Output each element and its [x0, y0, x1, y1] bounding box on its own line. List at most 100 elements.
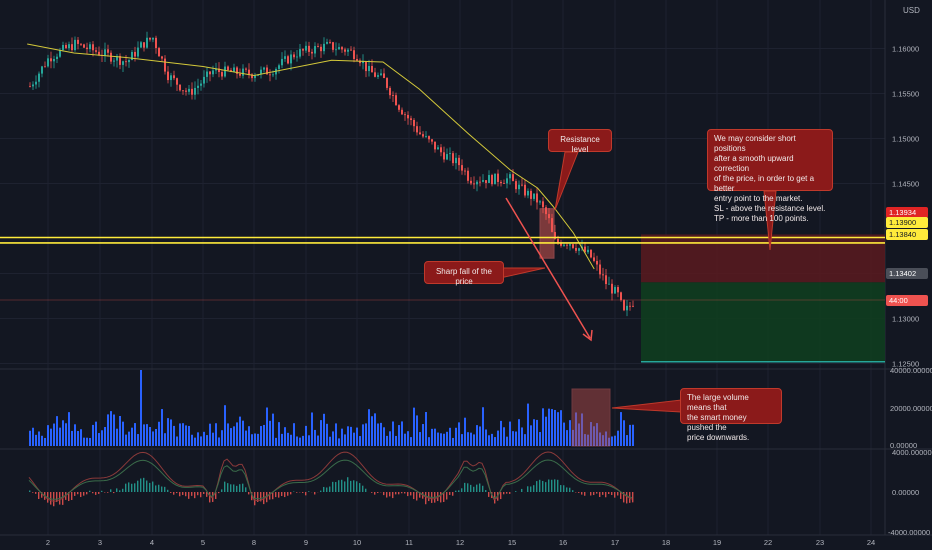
candle-body	[575, 247, 577, 251]
volume-bar	[134, 423, 136, 446]
candle-body	[557, 238, 559, 243]
candle-body	[365, 61, 367, 72]
candle-body	[362, 61, 364, 64]
candle-body	[371, 66, 373, 73]
oscillator-bar	[101, 490, 103, 492]
oscillator-bar	[374, 492, 376, 495]
oscillator-bar	[179, 492, 181, 497]
candle-body	[242, 68, 244, 76]
volume-bar	[353, 432, 355, 446]
candle-body	[224, 66, 226, 77]
candle-body	[545, 207, 547, 215]
candle-body	[329, 41, 331, 43]
volume-highlight-box	[571, 388, 611, 447]
volume-bar	[374, 413, 376, 446]
oscillator-bar	[296, 492, 298, 493]
candle-body	[392, 95, 394, 96]
oscillator-bar	[122, 488, 124, 492]
candle-body	[116, 55, 118, 61]
oscillator-bar	[359, 483, 361, 492]
oscillator-bar	[320, 490, 322, 492]
candle-body	[386, 78, 388, 88]
oscillator-bar	[371, 492, 373, 493]
oscillator-bar	[632, 492, 634, 503]
volume-bar	[290, 434, 292, 446]
volume-bar	[617, 430, 619, 446]
volume-bar	[497, 430, 499, 446]
candle-body	[398, 105, 400, 110]
volume-bar	[587, 434, 589, 446]
volume-bar	[101, 430, 103, 446]
volume-bar	[170, 419, 172, 446]
candle-body	[32, 84, 34, 87]
oscillator-bar	[224, 481, 226, 492]
candle-body	[29, 86, 31, 88]
annotation-resistance-level: Resistance level	[548, 129, 612, 154]
volume-bar	[53, 423, 55, 446]
candle-body	[158, 48, 160, 57]
volume-bar	[554, 409, 556, 446]
volume-bar	[152, 431, 154, 446]
volume-bar	[542, 408, 544, 446]
oscillator-bar	[383, 492, 385, 496]
oscillator-bar	[107, 492, 109, 493]
volume-bar	[356, 427, 358, 446]
candle-body	[161, 56, 163, 59]
oscillator-bar	[353, 480, 355, 492]
oscillator-bar	[164, 486, 166, 492]
candle-body	[263, 67, 265, 70]
volume-bar	[200, 436, 202, 446]
volume-bar	[65, 423, 67, 446]
oscillator-bar	[29, 490, 31, 492]
oscillator-bar	[56, 492, 58, 503]
oscillator-bar	[596, 492, 598, 494]
oscillator-bar	[443, 492, 445, 502]
volume-bar	[623, 420, 625, 446]
candle-body	[566, 244, 568, 246]
oscillator-bar	[260, 492, 262, 502]
volume-bar	[605, 431, 607, 446]
time-tick-label: 18	[662, 538, 670, 547]
time-tick-label: 16	[559, 538, 567, 547]
volume-bar	[317, 435, 319, 446]
oscillator-bar	[191, 492, 193, 496]
candle-body	[209, 71, 211, 75]
volume-bar	[329, 436, 331, 446]
volume-bar	[626, 435, 628, 446]
fall-arrow	[505, 197, 591, 339]
volume-bar	[599, 432, 601, 446]
candle-body	[248, 69, 250, 75]
volume-bar	[95, 421, 97, 446]
volume-bar	[104, 427, 106, 446]
candle-body	[122, 61, 124, 65]
volume-bar	[38, 431, 40, 446]
candle-body	[239, 73, 241, 76]
oscillator-bar	[569, 487, 571, 492]
volume-bar	[212, 432, 214, 446]
volume-bar	[194, 437, 196, 446]
volume-bar	[140, 370, 142, 446]
oscillator-bar	[125, 483, 127, 492]
take-profit-zone	[641, 282, 885, 362]
candle-body	[374, 72, 376, 77]
candle-body	[344, 49, 346, 52]
oscillator-bar	[425, 492, 427, 505]
candle-body	[53, 58, 55, 62]
volume-bar	[164, 433, 166, 446]
volume-bar	[215, 423, 217, 446]
time-tick-label: 15	[508, 538, 516, 547]
candle-body	[347, 49, 349, 52]
oscillator-bar	[509, 492, 511, 494]
volume-bar	[89, 437, 91, 446]
oscillator-bar	[92, 492, 94, 494]
oscillator-bar	[545, 482, 547, 492]
oscillator-bar	[338, 480, 340, 492]
volume-bar	[611, 436, 613, 446]
candle-body	[356, 58, 358, 61]
oscillator-bar	[206, 492, 208, 497]
volume-bar	[539, 432, 541, 446]
time-tick-label: 11	[405, 538, 413, 547]
candle-body	[83, 44, 85, 48]
volume-bar	[578, 423, 580, 446]
